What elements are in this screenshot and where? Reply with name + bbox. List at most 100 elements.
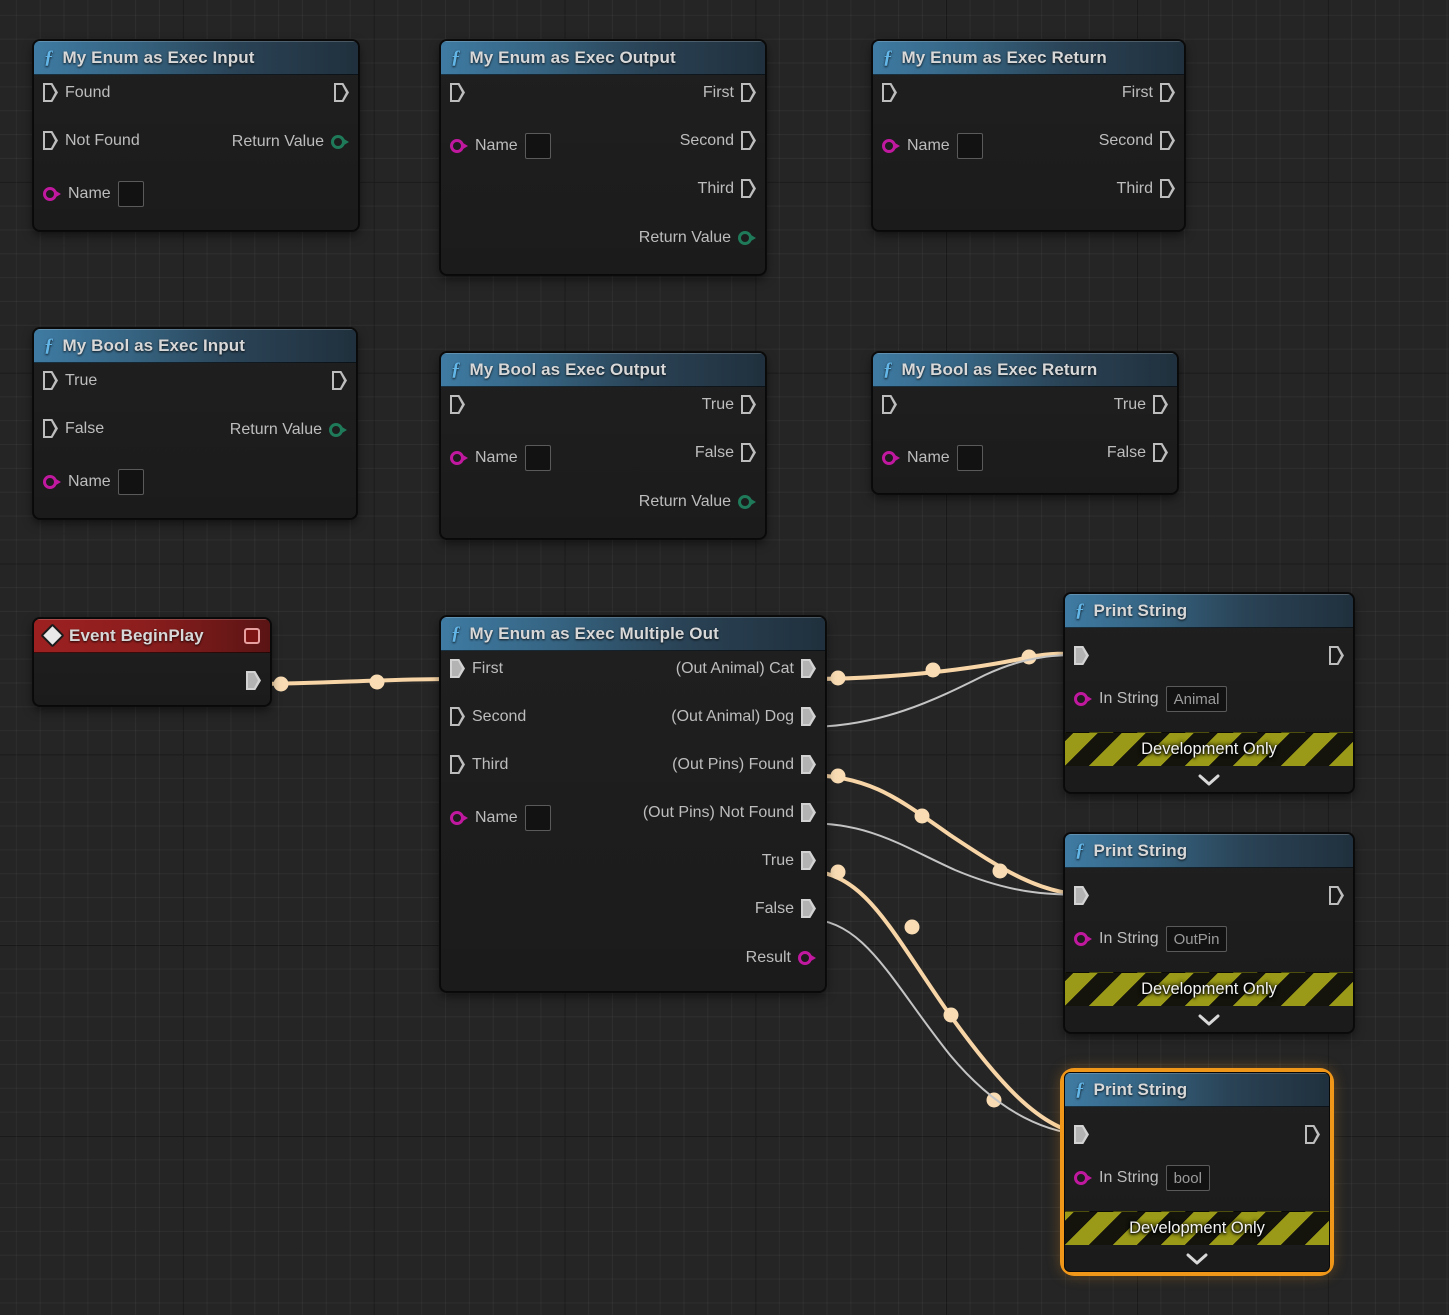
node-header[interactable]: ƒ My Enum as Exec Return: [873, 41, 1184, 75]
pin-true[interactable]: True: [43, 371, 97, 390]
pin-exec-out[interactable]: [1329, 886, 1344, 905]
pin-true[interactable]: True: [1114, 395, 1168, 414]
pin-out-animal-cat[interactable]: (Out Animal) Cat: [676, 659, 816, 678]
pin-second[interactable]: Second: [680, 131, 756, 150]
pin-label: Name: [68, 473, 111, 490]
development-only-label: Development Only: [1129, 1219, 1265, 1237]
in-string-input[interactable]: Animal: [1165, 686, 1228, 712]
pin-return-value[interactable]: Return Value: [639, 229, 756, 247]
name-input[interactable]: [117, 469, 144, 495]
pin-out-pins-found[interactable]: (Out Pins) Found: [672, 755, 816, 774]
expand-chevron-down-icon[interactable]: [1065, 1245, 1329, 1271]
node-print-string-bool[interactable]: ƒ Print String In String bool Developmen…: [1064, 1072, 1330, 1272]
pin-third[interactable]: Third: [450, 755, 508, 774]
pin-name[interactable]: Name: [43, 469, 144, 495]
node-header[interactable]: ƒ My Bool as Exec Return: [873, 353, 1177, 387]
pin-exec-in[interactable]: [1074, 1125, 1089, 1144]
pin-found[interactable]: Found: [43, 83, 110, 102]
pin-true[interactable]: True: [762, 851, 816, 870]
name-input[interactable]: [956, 445, 983, 471]
pin-return-value[interactable]: Return Value: [230, 421, 347, 439]
node-my-enum-as-exec-return[interactable]: ƒ My Enum as Exec Return First Name: [872, 40, 1185, 231]
node-my-enum-as-exec-input[interactable]: ƒ My Enum as Exec Input Found Not: [33, 40, 359, 231]
pin-true[interactable]: True: [702, 395, 756, 414]
expand-chevron-down-icon[interactable]: [1065, 766, 1353, 792]
pin-name[interactable]: Name: [450, 805, 551, 831]
function-icon: ƒ: [883, 359, 893, 380]
in-string-input[interactable]: OutPin: [1165, 926, 1228, 952]
pin-in-string[interactable]: In String OutPin: [1074, 926, 1228, 952]
pin-name[interactable]: Name: [450, 133, 551, 159]
node-header[interactable]: ƒ My Enum as Exec Output: [441, 41, 765, 75]
function-icon: ƒ: [451, 623, 461, 644]
node-my-bool-as-exec-input[interactable]: ƒ My Bool as Exec Input True False Retur…: [33, 328, 357, 519]
pin-return-value[interactable]: Return Value: [232, 133, 349, 151]
pin-first[interactable]: First: [1122, 83, 1175, 102]
name-input[interactable]: [524, 133, 551, 159]
pin-third[interactable]: Third: [1117, 179, 1175, 198]
pin-name[interactable]: Name: [450, 445, 551, 471]
pin-out-pins-not-found[interactable]: (Out Pins) Not Found: [643, 803, 816, 822]
node-header[interactable]: ƒ Print String: [1065, 1073, 1329, 1107]
pin-third[interactable]: Third: [698, 179, 756, 198]
node-header[interactable]: ƒ My Enum as Exec Input: [34, 41, 358, 75]
name-input[interactable]: [956, 133, 983, 159]
stop-icon[interactable]: [244, 628, 260, 644]
pin-label: Second: [679, 131, 734, 149]
node-my-enum-as-exec-multiple-out[interactable]: ƒ My Enum as Exec Multiple Out First (Ou…: [440, 616, 826, 992]
pin-exec-in[interactable]: [450, 395, 465, 414]
node-my-bool-as-exec-return[interactable]: ƒ My Bool as Exec Return True Name: [872, 352, 1178, 494]
pin-return-value[interactable]: Return Value: [639, 493, 756, 511]
node-header[interactable]: ƒ Print String: [1065, 834, 1353, 868]
pin-label: True: [1113, 395, 1146, 413]
pin-exec-in[interactable]: [1074, 886, 1089, 905]
pin-second[interactable]: Second: [1099, 131, 1175, 150]
pin-out-animal-dog[interactable]: (Out Animal) Dog: [671, 707, 816, 726]
pin-second[interactable]: Second: [450, 707, 526, 726]
expand-chevron-down-icon[interactable]: [1065, 1006, 1353, 1032]
pin-in-string[interactable]: In String Animal: [1074, 686, 1228, 712]
wire-true-to-print-bool: [804, 869, 1095, 1137]
node-my-bool-as-exec-output[interactable]: ƒ My Bool as Exec Output True Name: [440, 352, 766, 539]
pin-exec-in[interactable]: [882, 395, 897, 414]
name-input[interactable]: [524, 805, 551, 831]
pin-label: In String: [1099, 690, 1159, 707]
pin-exec-in[interactable]: [450, 83, 465, 102]
node-my-enum-as-exec-output[interactable]: ƒ My Enum as Exec Output First Name: [440, 40, 766, 275]
pin-false[interactable]: False: [755, 899, 816, 918]
node-title: Event BeginPlay: [69, 625, 204, 645]
pin-name[interactable]: Name: [882, 445, 983, 471]
node-header[interactable]: Event BeginPlay: [34, 619, 270, 653]
pin-false[interactable]: False: [695, 443, 756, 462]
pin-exec-out[interactable]: [334, 83, 349, 102]
in-string-input[interactable]: bool: [1165, 1165, 1210, 1191]
pin-not-found[interactable]: Not Found: [43, 131, 140, 150]
pin-name[interactable]: Name: [43, 181, 144, 207]
pin-exec-out[interactable]: [332, 371, 347, 390]
pin-false[interactable]: False: [1107, 443, 1168, 462]
node-event-beginplay[interactable]: Event BeginPlay: [33, 618, 271, 706]
pin-exec-in[interactable]: [882, 83, 897, 102]
pin-exec-in[interactable]: [1074, 646, 1089, 665]
pin-exec-out[interactable]: [246, 671, 261, 690]
pin-exec-out[interactable]: [1305, 1125, 1320, 1144]
pin-result[interactable]: Result: [746, 949, 816, 967]
pin-label: Return Value: [638, 229, 731, 246]
pin-false[interactable]: False: [43, 419, 104, 438]
node-print-string-animal[interactable]: ƒ Print String In String Animal Developm…: [1064, 593, 1354, 793]
pin-exec-out[interactable]: [1329, 646, 1344, 665]
node-header[interactable]: ƒ My Bool as Exec Input: [34, 329, 356, 363]
node-header[interactable]: ƒ My Bool as Exec Output: [441, 353, 765, 387]
pin-first[interactable]: First: [703, 83, 756, 102]
name-input[interactable]: [524, 445, 551, 471]
pin-first[interactable]: First: [450, 659, 503, 678]
node-header[interactable]: ƒ Print String: [1065, 594, 1353, 628]
data-pin-icon: [882, 451, 900, 465]
name-input[interactable]: [117, 181, 144, 207]
node-print-string-outpin[interactable]: ƒ Print String In String OutPin Developm…: [1064, 833, 1354, 1033]
pin-label: Return Value: [638, 493, 731, 510]
pin-in-string[interactable]: In String bool: [1074, 1165, 1210, 1191]
pin-name[interactable]: Name: [882, 133, 983, 159]
node-header[interactable]: ƒ My Enum as Exec Multiple Out: [441, 617, 825, 651]
